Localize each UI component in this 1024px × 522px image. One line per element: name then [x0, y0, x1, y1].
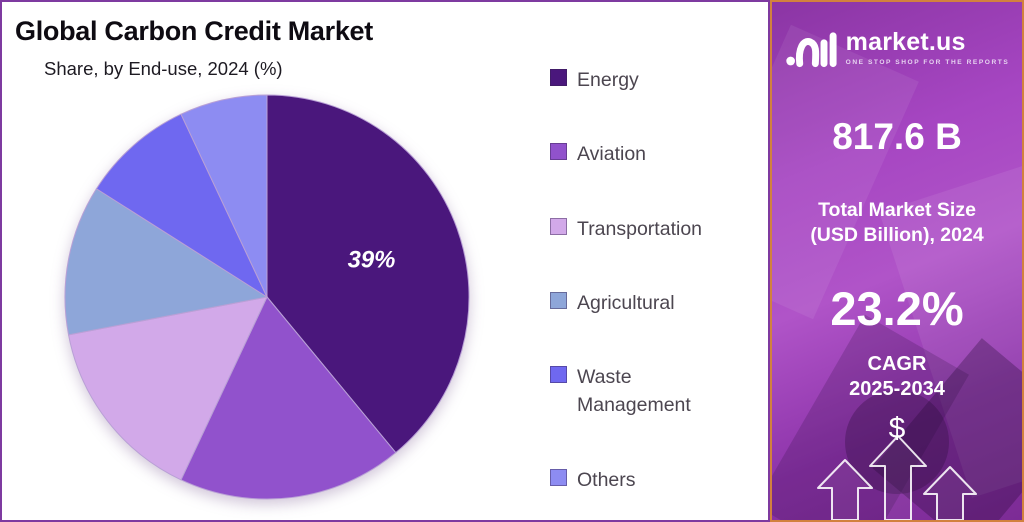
cagr-value: 23.2% [830, 281, 964, 335]
legend-item-transportation[interactable]: Transportation [550, 215, 750, 243]
market-size-label-line2: (USD Billion), 2024 [810, 224, 984, 247]
chart-panel: Global Carbon Credit Market Share, by En… [0, 0, 770, 522]
legend-swatch-others [550, 468, 567, 486]
legend-item-agricultural[interactable]: Agricultural [550, 289, 750, 317]
brand-tagline: ONE STOP SHOP FOR THE REPORTS [845, 59, 1010, 66]
brand-logo[interactable]: market.us ONE STOP SHOP FOR THE REPORTS [772, 28, 1022, 68]
pie-slice-waste-management[interactable] [95, 113, 269, 299]
legend-item-others[interactable]: Others [550, 466, 750, 494]
legend-label-aviation: Aviation [577, 143, 647, 166]
background-shape [772, 24, 919, 320]
legend-label-waste-management: Waste Management [577, 366, 691, 417]
legend-item-energy[interactable]: Energy [550, 66, 750, 94]
legend-item-aviation[interactable]: Aviation [550, 140, 750, 168]
legend-label-agricultural: Agricultural [577, 291, 675, 314]
legend-label-energy: Energy [577, 69, 639, 91]
legend-swatch-transportation [550, 217, 567, 235]
cagr-label-line2: 2025-2034 [849, 377, 945, 400]
pie-slice-energy[interactable] [266, 94, 470, 454]
dollar-icon: $ [888, 411, 906, 445]
legend-item-waste-management[interactable]: Waste Management [550, 363, 750, 420]
cagr-label-line1: CAGR [867, 352, 927, 375]
growth-arrows-icon [817, 435, 977, 520]
legend-swatch-energy [550, 69, 567, 86]
pie-data-label-energy: 39% [348, 246, 396, 273]
legend: Energy Aviation Transportation Agricultural… [550, 66, 750, 494]
marketus-logo-icon [785, 32, 837, 68]
pie-slice-agricultural[interactable] [64, 188, 269, 336]
market-size-value: 817.6 B [832, 116, 962, 157]
market-size-label: Total Market Size (USD Billion), 2024 [772, 198, 1022, 249]
pie-slice-others[interactable] [180, 94, 268, 298]
legend-label-transportation: Transportation [577, 217, 703, 240]
brand-name: market.us [845, 28, 966, 56]
legend-label-others: Others [577, 468, 636, 491]
page-title: Global Carbon Credit Market [15, 16, 373, 46]
legend-swatch-aviation [550, 143, 567, 161]
brand-panel: market.us ONE STOP SHOP FOR THE REPORTS … [770, 0, 1024, 522]
cagr-label: CAGR 2025-2034 [772, 352, 1022, 402]
pie-slice-transportation[interactable] [67, 296, 268, 481]
legend-swatch-agricultural [550, 291, 567, 309]
chart-subtitle: Share, by End-use, 2024 (%) [44, 58, 283, 79]
pie-slice-aviation[interactable] [180, 296, 397, 500]
legend-swatch-waste-management [550, 366, 567, 384]
market-size-label-line1: Total Market Size [818, 199, 976, 221]
pie-chart[interactable]: 39% [58, 88, 476, 506]
